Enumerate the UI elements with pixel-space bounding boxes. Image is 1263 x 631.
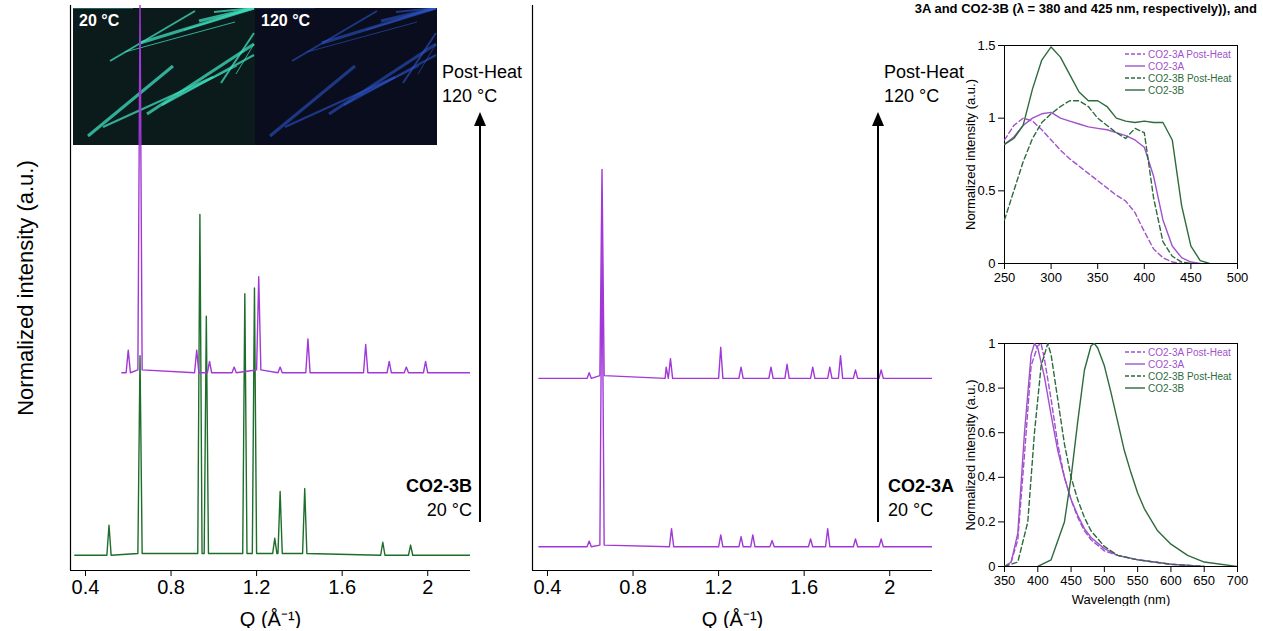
svg-text:1: 1 (988, 110, 995, 125)
html-text:CO2-3A: CO2-3A (1148, 60, 1185, 72)
svg-text:0.4: 0.4 (534, 576, 562, 598)
svg-text:1.2: 1.2 (243, 576, 271, 598)
svg-text:0: 0 (988, 256, 995, 271)
svg-text:1.6: 1.6 (328, 576, 356, 598)
html-text:CO2-3A: CO2-3A (888, 476, 954, 496)
svg-text:350: 350 (994, 573, 1016, 588)
svg-text:0.6: 0.6 (977, 425, 995, 440)
html-text:CO2-3B: CO2-3B (406, 476, 472, 496)
svg-text:0.4: 0.4 (977, 469, 995, 484)
html-text:20 °C: 20 °C (888, 500, 934, 520)
svg-text:300: 300 (1040, 270, 1062, 285)
svg-text:0.2: 0.2 (977, 514, 995, 529)
html-text:120 °C: 120 °C (884, 86, 940, 106)
html-text:CO2-3B Post-Heat: CO2-3B Post-Heat (1148, 370, 1232, 382)
svg-text:1.5: 1.5 (977, 38, 995, 53)
svg-text:250: 250 (994, 270, 1016, 285)
svg-text:Normalized intensity (a.u.): Normalized intensity (a.u.) (963, 380, 978, 531)
svg-text:600: 600 (1160, 573, 1182, 588)
svg-text:0: 0 (988, 559, 995, 574)
svg-text:2: 2 (422, 576, 433, 598)
svg-text:0.8: 0.8 (157, 576, 185, 598)
html-text:Post-Heat: Post-Heat (884, 62, 964, 82)
svg-text:550: 550 (1127, 573, 1149, 588)
html-text:120 °C: 120 °C (442, 86, 498, 106)
svg-text:Normalized intensity (a.u.): Normalized intensity (a.u.) (963, 79, 978, 230)
svg-text:400: 400 (1133, 270, 1155, 285)
svg-text:500: 500 (1094, 573, 1116, 588)
html-text:20 °C: 20 °C (79, 12, 120, 29)
svg-text:Q (Å⁻¹): Q (Å⁻¹) (240, 608, 301, 629)
html-text:Post-Heat: Post-Heat (442, 62, 522, 82)
html-text:20 °C: 20 °C (426, 500, 472, 520)
svg-text:Wavelength (nm): Wavelength (nm) (1072, 592, 1171, 607)
html-text:Normalized intensity (a.u.): Normalized intensity (a.u.) (13, 160, 38, 416)
svg-text:0.8: 0.8 (977, 380, 995, 395)
html-text:CO2-3B: CO2-3B (1148, 84, 1185, 96)
html-text:CO2-3B: CO2-3B (1148, 382, 1185, 394)
html-text:120 °C: 120 °C (261, 12, 311, 29)
svg-text:Q (Å⁻¹): Q (Å⁻¹) (702, 608, 763, 629)
svg-text:1: 1 (988, 336, 995, 351)
svg-text:1.2: 1.2 (705, 576, 733, 598)
html-text:CO2-3A Post-Heat: CO2-3A Post-Heat (1148, 346, 1231, 358)
svg-text:650: 650 (1193, 573, 1215, 588)
html-text:CO2-3A: CO2-3A (1148, 358, 1185, 370)
svg-text:450: 450 (1180, 270, 1202, 285)
svg-text:400: 400 (1027, 573, 1049, 588)
svg-text:500: 500 (1227, 270, 1249, 285)
html-text:CO2-3A Post-Heat: CO2-3A Post-Heat (1148, 48, 1231, 60)
html-text:3A and CO2-3B (λ = 380 and 425: 3A and CO2-3B (λ = 380 and 425 nm, respe… (914, 1, 1257, 16)
svg-text:1.6: 1.6 (790, 576, 818, 598)
svg-text:450: 450 (1060, 573, 1082, 588)
svg-text:0.5: 0.5 (977, 183, 995, 198)
svg-text:0.8: 0.8 (619, 576, 647, 598)
svg-text:700: 700 (1227, 573, 1249, 588)
svg-text:350: 350 (1087, 270, 1109, 285)
svg-text:0.4: 0.4 (72, 576, 100, 598)
html-text:CO2-3B Post-Heat: CO2-3B Post-Heat (1148, 72, 1232, 84)
svg-text:2: 2 (884, 576, 895, 598)
